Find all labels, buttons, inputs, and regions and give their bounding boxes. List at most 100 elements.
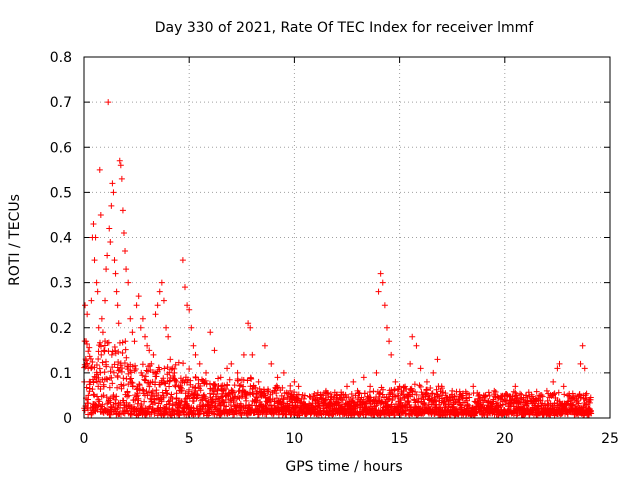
data-point [423,378,430,385]
data-point [482,392,489,399]
data-point [224,382,231,389]
data-point [192,351,199,358]
data-point [190,342,197,349]
x-tick-label: 25 [601,431,619,447]
data-point [112,396,119,403]
data-point [161,365,168,372]
data-point [171,365,178,372]
data-point [163,387,170,394]
data-point [485,389,492,396]
data-point [164,364,171,371]
data-point [287,382,294,389]
data-point [564,398,571,405]
data-point [540,412,547,419]
data-point [464,401,471,408]
data-point [551,390,558,397]
data-point [125,279,132,286]
data-point [97,369,104,376]
data-point [569,401,576,408]
data-point [135,397,142,404]
data-point [114,384,121,391]
data-point [179,257,186,264]
data-point [441,398,448,405]
data-point [564,411,571,418]
data-point [94,288,101,295]
chart-title: Day 330 of 2021, Rate Of TEC Index for r… [155,20,535,36]
data-point [470,383,477,390]
data-point [539,393,546,400]
data-point [93,279,100,286]
data-point [226,376,233,383]
data-point [215,375,222,382]
data-point [95,348,102,355]
data-point [541,400,548,407]
x-axis-label: GPS time / hours [285,459,402,475]
data-point [577,394,584,401]
data-point [99,329,106,336]
data-point [311,391,318,398]
data-point [264,388,271,395]
data-point [438,385,445,392]
data-point [381,394,388,401]
data-point [107,399,114,406]
data-point [104,252,111,259]
data-point [153,373,160,380]
data-point [379,279,386,286]
data-point [433,386,440,393]
data-point [388,351,395,358]
data-point [435,383,442,390]
data-point [178,387,185,394]
data-point [96,339,103,346]
data-point [93,361,100,368]
data-point [132,362,139,369]
data-point [550,391,557,398]
data-point [100,381,107,388]
data-point [160,375,167,382]
data-point [103,394,110,401]
data-point [121,360,128,367]
data-point [93,378,100,385]
data-point [141,398,148,405]
data-point [82,302,89,309]
data-point [214,387,221,394]
data-point [279,384,286,391]
data-point [91,392,98,399]
data-point [106,225,113,232]
data-point [151,396,158,403]
data-point [356,390,363,397]
data-point [241,388,248,395]
data-point [111,257,118,264]
data-point [348,390,355,397]
data-point [383,324,390,331]
data-point [111,361,118,368]
x-tick-label: 5 [185,431,194,447]
data-point [408,385,415,392]
data-point [409,333,416,340]
data-point [113,288,120,295]
data-point [217,374,224,381]
data-point [360,374,367,381]
data-point [84,311,91,318]
data-point [291,378,298,385]
data-point [133,302,140,309]
y-tick-label: 0.6 [50,140,72,156]
data-point [119,339,126,346]
x-tick-label: 15 [391,431,409,447]
data-point [533,388,540,395]
data-point [139,372,146,379]
data-point [417,383,424,390]
data-point [510,388,517,395]
data-point [345,394,352,401]
data-point [139,386,146,393]
data-point [302,401,309,408]
data-point [274,374,281,381]
data-point [295,383,302,390]
data-point [222,396,229,403]
data-point [261,342,268,349]
data-point [555,389,562,396]
data-point [152,311,159,318]
data-point [350,378,357,385]
data-point [103,375,110,382]
x-tick-labels: 0 5 10 15 20 25 [80,431,619,447]
data-point [235,377,242,384]
